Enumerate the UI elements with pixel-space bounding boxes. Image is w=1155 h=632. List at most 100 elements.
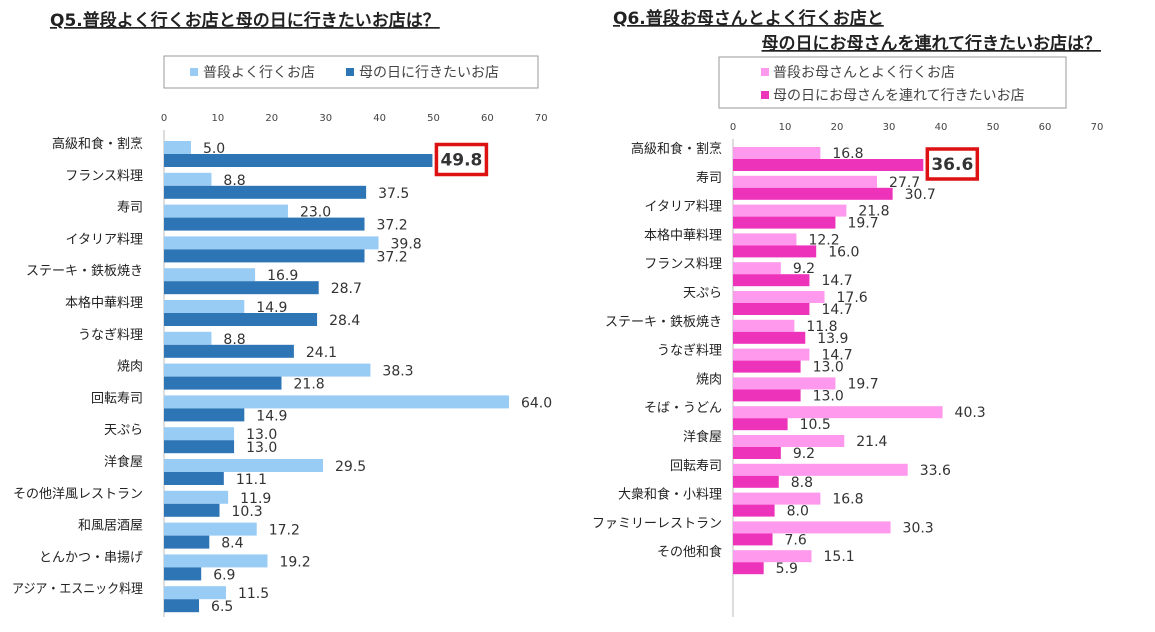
bar-series-1 xyxy=(164,363,371,377)
legend-label-2: 母の日にお母さんを連れて行きたいお店 xyxy=(773,88,1025,104)
data-label-series-2: 8.0 xyxy=(787,504,809,520)
data-label-series-1: 12.2 xyxy=(808,232,839,248)
data-label-series-1: 17.2 xyxy=(269,523,300,539)
highlight-box xyxy=(434,142,489,177)
bar-series-1 xyxy=(164,331,212,345)
category-label: 洋食屋 xyxy=(683,429,722,445)
legend-label-1: 普段お母さんとよく行くお店 xyxy=(773,65,955,81)
category-label: 本格中華料理 xyxy=(65,295,143,311)
bar-series-2 xyxy=(733,331,806,344)
bar-series-2 xyxy=(733,418,788,431)
data-label-series-1: 27.7 xyxy=(889,175,920,191)
category-label: 天ぷら xyxy=(683,286,722,301)
category-label: 高級和食・割烹 xyxy=(631,141,722,157)
data-label-series-2: 19.7 xyxy=(847,216,878,232)
data-label-series-2: 14.9 xyxy=(256,408,287,424)
category-label: ステーキ・鉄板焼き xyxy=(605,315,722,330)
data-label-series-2: 49.8 xyxy=(440,151,482,171)
legend-swatch-2 xyxy=(346,68,354,76)
bar-series-2 xyxy=(164,217,365,231)
data-label-series-1: 38.3 xyxy=(382,364,413,380)
legend-swatch-2 xyxy=(761,91,769,99)
bar-series-1 xyxy=(733,262,781,275)
data-label-series-2: 8.8 xyxy=(791,475,813,491)
x-tick-label: 50 xyxy=(427,113,440,124)
data-label-series-2: 37.5 xyxy=(378,186,409,202)
bar-series-1 xyxy=(733,175,878,188)
data-label-series-1: 21.4 xyxy=(856,434,887,450)
data-label-series-1: 13.0 xyxy=(246,427,277,443)
x-tick-label: 50 xyxy=(987,122,1000,133)
category-label: とんかつ・串揚げ xyxy=(39,549,143,565)
bar-series-2 xyxy=(164,313,318,326)
x-tick-label: 60 xyxy=(1039,122,1052,133)
x-tick-label: 30 xyxy=(319,113,332,124)
bar-series-2 xyxy=(733,475,779,488)
bar-series-2 xyxy=(164,154,433,167)
data-label-series-1: 19.7 xyxy=(847,376,878,392)
data-label-series-2: 6.5 xyxy=(211,599,233,615)
bar-series-1 xyxy=(164,490,229,504)
category-label: ファミリーレストラン xyxy=(592,516,722,531)
data-label-series-2: 30.7 xyxy=(905,187,936,203)
category-label: フランス料理 xyxy=(65,169,143,184)
x-tick-label: 10 xyxy=(212,113,225,124)
bar-series-1 xyxy=(164,395,509,409)
data-label-series-2: 14.7 xyxy=(821,302,852,318)
data-label-series-1: 21.8 xyxy=(858,204,889,220)
category-label: その他洋風レストラン xyxy=(13,487,143,502)
data-label-series-1: 5.0 xyxy=(203,141,225,157)
category-label: そば・うどん xyxy=(644,401,722,416)
category-label: ステーキ・鉄板焼き xyxy=(26,264,143,279)
data-label-series-2: 7.6 xyxy=(785,532,807,548)
x-tick-label: 20 xyxy=(831,122,844,133)
data-label-series-1: 8.8 xyxy=(223,173,245,189)
data-label-series-1: 14.7 xyxy=(821,348,852,364)
bar-series-2 xyxy=(733,360,801,373)
x-tick-label: 60 xyxy=(481,113,494,124)
bar-series-2 xyxy=(733,562,764,575)
bar-series-1 xyxy=(733,406,943,419)
x-tick-label: 40 xyxy=(935,122,948,133)
data-label-series-1: 29.5 xyxy=(335,459,366,475)
category-label: 寿司 xyxy=(696,171,722,186)
data-label-series-1: 16.9 xyxy=(267,268,298,284)
category-label: 和風居酒屋 xyxy=(78,519,143,534)
bar-series-2 xyxy=(733,447,781,459)
bar-series-1 xyxy=(164,522,257,536)
legend-swatch-1 xyxy=(761,68,769,76)
chart-title: Q5.普段よく行くお店と母の日に行きたいお店は？ xyxy=(50,10,440,31)
bar-series-2 xyxy=(733,159,924,171)
data-label-series-2: 9.2 xyxy=(793,446,815,462)
category-label: うなぎ料理 xyxy=(78,328,143,343)
bar-series-1 xyxy=(733,377,836,390)
bar-series-2 xyxy=(733,303,810,315)
category-label: 高級和食・割烹 xyxy=(52,136,143,152)
chart-left: Q5.普段よく行くお店と母の日に行きたいお店は？ 普段よく行くお店 母の日に行きたい… xyxy=(12,10,552,617)
category-label: 回転寿司 xyxy=(670,459,722,474)
legend-label-1: 普段よく行くお店 xyxy=(203,65,315,81)
bar-series-1 xyxy=(733,492,821,505)
data-label-series-2: 13.0 xyxy=(246,440,277,456)
category-label: 大衆和食・小料理 xyxy=(618,487,722,503)
legend-label-2: 母の日に行きたいお店 xyxy=(359,65,499,81)
data-label-series-1: 33.6 xyxy=(920,463,951,479)
data-label-series-2: 16.0 xyxy=(828,244,859,260)
bar-series-2 xyxy=(164,503,220,517)
x-tick-label: 40 xyxy=(373,113,386,124)
data-label-series-2: 11.1 xyxy=(236,472,267,488)
bar-series-1 xyxy=(164,300,245,313)
bar-series-2 xyxy=(164,376,282,390)
data-label-series-2: 6.9 xyxy=(213,567,235,583)
bar-series-1 xyxy=(733,291,825,303)
chart-title: Q6.普段お母さんとよく行くお店と xyxy=(613,8,884,29)
data-label-series-2: 10.3 xyxy=(232,504,263,520)
category-label: フランス料理 xyxy=(644,257,722,272)
data-label-series-1: 17.6 xyxy=(837,290,868,306)
data-label-series-2: 24.1 xyxy=(306,345,337,361)
data-label-series-2: 13.0 xyxy=(813,360,844,376)
category-label: 天ぷら xyxy=(104,423,143,438)
x-tick-label: 0 xyxy=(161,113,167,124)
bar-series-1 xyxy=(733,435,845,447)
x-tick-label: 30 xyxy=(883,122,896,133)
